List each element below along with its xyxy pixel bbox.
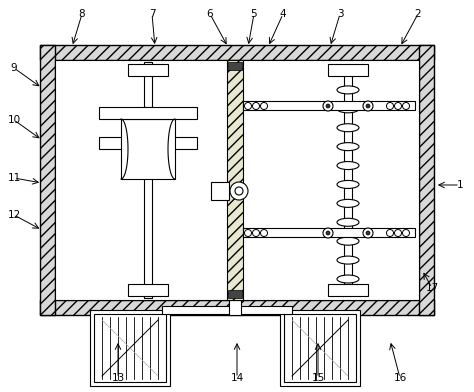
Text: 17: 17: [425, 283, 438, 293]
Bar: [144, 151, 152, 298]
Text: 1: 1: [456, 180, 463, 190]
Circle shape: [245, 229, 252, 236]
Circle shape: [386, 229, 393, 236]
Circle shape: [230, 182, 248, 200]
Bar: [40, 45, 434, 60]
Circle shape: [261, 102, 267, 109]
Circle shape: [363, 228, 373, 238]
Text: 15: 15: [311, 373, 325, 383]
Text: 3: 3: [337, 9, 343, 19]
Bar: [128, 284, 168, 296]
Ellipse shape: [337, 124, 359, 132]
Ellipse shape: [337, 86, 359, 94]
Ellipse shape: [337, 180, 359, 189]
Circle shape: [323, 228, 333, 238]
Bar: [243, 228, 415, 237]
Bar: [94, 314, 166, 382]
Bar: [419, 45, 434, 315]
Bar: [328, 284, 368, 296]
Text: 4: 4: [280, 9, 286, 19]
Circle shape: [394, 229, 401, 236]
Text: 9: 9: [11, 63, 18, 73]
Text: 12: 12: [8, 210, 21, 220]
Ellipse shape: [337, 256, 359, 264]
Bar: [40, 300, 434, 315]
Bar: [121, 119, 175, 179]
Circle shape: [235, 187, 243, 195]
Text: 5: 5: [251, 9, 257, 19]
Text: 7: 7: [149, 9, 155, 19]
Bar: [228, 62, 242, 70]
Bar: [228, 290, 242, 298]
Bar: [99, 107, 197, 119]
Circle shape: [253, 102, 259, 109]
Ellipse shape: [337, 162, 359, 170]
Bar: [90, 310, 170, 386]
Bar: [99, 137, 197, 149]
Circle shape: [402, 102, 410, 109]
Circle shape: [326, 104, 330, 108]
Circle shape: [253, 229, 259, 236]
Circle shape: [386, 102, 393, 109]
Circle shape: [366, 231, 370, 235]
Circle shape: [366, 104, 370, 108]
Bar: [128, 64, 168, 76]
Ellipse shape: [337, 143, 359, 151]
Text: 10: 10: [8, 115, 20, 125]
Text: 8: 8: [79, 9, 85, 19]
Text: 14: 14: [230, 373, 244, 383]
Circle shape: [402, 229, 410, 236]
Circle shape: [261, 229, 267, 236]
Text: 16: 16: [393, 373, 407, 383]
Circle shape: [326, 231, 330, 235]
Text: 2: 2: [415, 9, 421, 19]
Ellipse shape: [337, 237, 359, 245]
Bar: [55, 60, 419, 300]
Circle shape: [323, 101, 333, 111]
Bar: [328, 64, 368, 76]
Bar: [344, 70, 352, 290]
Circle shape: [245, 102, 252, 109]
Text: 13: 13: [111, 373, 125, 383]
Ellipse shape: [337, 200, 359, 207]
Bar: [211, 182, 229, 200]
Text: 11: 11: [8, 173, 21, 183]
Ellipse shape: [337, 275, 359, 283]
Bar: [227, 60, 243, 300]
Circle shape: [363, 101, 373, 111]
Ellipse shape: [337, 105, 359, 113]
Bar: [284, 314, 356, 382]
Bar: [280, 310, 360, 386]
Bar: [144, 62, 152, 107]
Circle shape: [394, 102, 401, 109]
Bar: [243, 101, 415, 110]
Text: 6: 6: [207, 9, 213, 19]
Bar: [40, 45, 55, 315]
Ellipse shape: [337, 218, 359, 226]
Bar: [55, 60, 419, 300]
Bar: [162, 306, 292, 314]
Bar: [229, 300, 241, 315]
